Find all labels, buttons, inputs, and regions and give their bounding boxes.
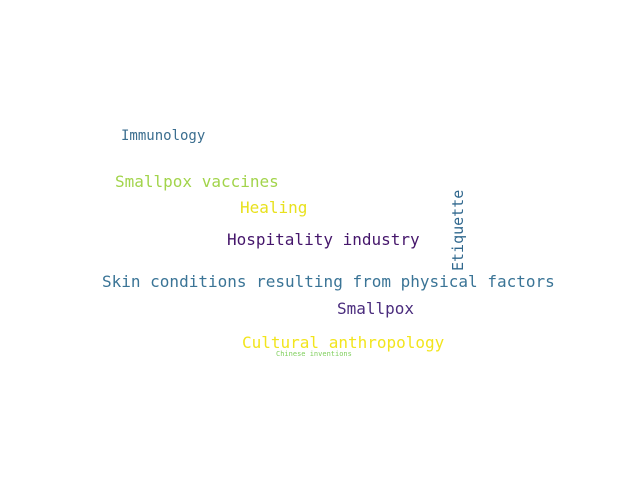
word-chinese-inventions: Chinese inventions — [276, 351, 352, 358]
word-cultural-anthropology: Cultural anthropology — [242, 335, 444, 351]
word-healing: Healing — [240, 200, 307, 216]
word-smallpox-vaccines: Smallpox vaccines — [115, 174, 279, 190]
word-smallpox: Smallpox — [337, 301, 414, 317]
word-etiquette: Etiquette — [451, 190, 466, 271]
word-hospitality-industry: Hospitality industry — [227, 232, 420, 248]
word-immunology: Immunology — [121, 129, 205, 143]
word-skin-conditions: Skin conditions resulting from physical … — [102, 274, 555, 290]
